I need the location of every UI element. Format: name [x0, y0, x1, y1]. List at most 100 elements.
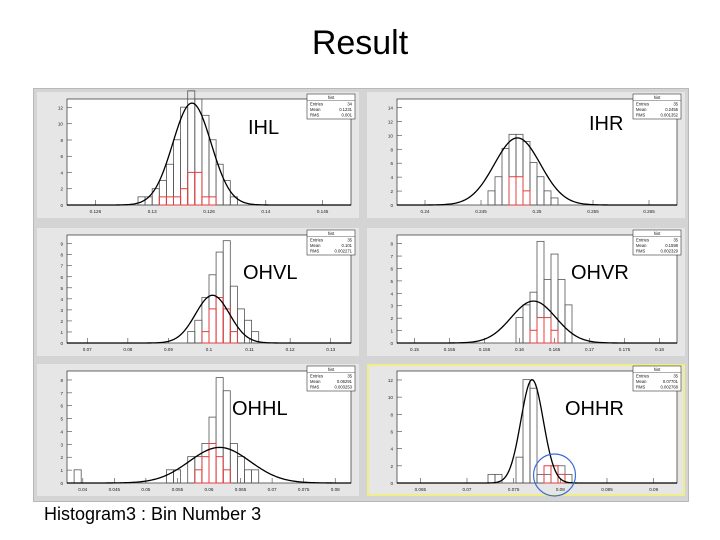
y-tick-label: 5: [60, 417, 63, 422]
histogram-plot-ohvl: 0 1 2 3 4 5 6 7 8 9 0.07 0.08 0.09 0.1 0.11 0.12 0.13 his…: [60, 229, 356, 352]
stats-label: Entries: [310, 374, 323, 379]
stats-label: Entries: [310, 238, 323, 243]
caption: Histogram3 : Bin Number 3: [44, 504, 262, 524]
stats-value: 35: [673, 238, 678, 243]
y-tick-label: 1: [60, 330, 63, 335]
y-tick-label: 3: [60, 308, 63, 313]
y-tick-label: 4: [60, 297, 63, 302]
stats-value: 35: [347, 374, 352, 379]
y-tick-label: 12: [58, 105, 64, 110]
histogram-pad-ohhl[interactable]: 0 1 2 3 4 5 6 7 8 0.04 0.045 0.05 0.055 0.06 0.065 0.07…: [37, 364, 359, 496]
stats-box: [306, 365, 356, 392]
stats-value: 0.1231: [339, 107, 352, 112]
x-tick-label: 0.05: [141, 487, 150, 492]
histogram-pad-ihl[interactable]: 0 2 4 6 8 10 12 0.126 0.13 0.126 0.14 0.145 hist Entr…: [37, 90, 359, 218]
x-tick-label: 0.265: [643, 209, 655, 214]
label-ohhl: OHHL: [232, 398, 288, 420]
y-tick-label: 5: [60, 286, 63, 291]
y-tick-label: 14: [388, 105, 394, 110]
x-tick-label: 0.07: [268, 487, 277, 492]
stats-title: hist: [654, 367, 661, 372]
stats-label: Mean: [310, 107, 321, 112]
y-tick-label: 6: [390, 429, 393, 434]
y-tick-label: 0: [60, 341, 63, 346]
x-tick-label: 0.09: [649, 487, 658, 492]
stats-title: hist: [654, 95, 661, 100]
stats-label: Mean: [310, 243, 321, 248]
histogram-pad-ohvl[interactable]: 0 1 2 3 4 5 6 7 8 9 0.07 0.08 0.09 0.1 0.11 0.12 0.13 his…: [37, 228, 359, 356]
x-tick-label: 0.09: [164, 347, 173, 352]
label-ihr: IHR: [589, 113, 624, 135]
x-tick-label: 0.045: [109, 487, 121, 492]
stats-value: 0.1598: [665, 243, 678, 248]
histogram-pad-ihr[interactable]: 0 2 4 6 8 10 12 14 0.24 0.245 0.25 0.255 0.265 hist En…: [367, 92, 685, 218]
y-tick-label: 10: [58, 122, 64, 127]
hist-bar: [550, 197, 559, 206]
hist-bar: [529, 387, 538, 484]
y-tick-label: 8: [60, 378, 63, 383]
y-tick-label: 10: [388, 395, 394, 400]
stats-title: hist: [328, 231, 335, 236]
x-tick-label: 0.156: [479, 347, 491, 352]
stats-value: 0.2455: [665, 107, 678, 112]
y-tick-label: 0: [390, 481, 393, 486]
hist-bar: [251, 469, 260, 484]
stats-value: 0.06291: [337, 379, 353, 384]
y-tick-label: 2: [60, 319, 63, 324]
histogram-pad-ohhr[interactable]: 0 2 4 6 8 10 12 0.065 0.07 0.075 0.08 0.085 0.09 hist…: [367, 364, 685, 497]
stats-value: 0.07701: [663, 379, 679, 384]
stats-value: 35: [673, 374, 678, 379]
stats-label: RMS: [310, 249, 320, 254]
x-tick-label: 0.08: [331, 487, 340, 492]
x-tick-label: 0.175: [619, 347, 631, 352]
stats-label: Entries: [636, 102, 649, 107]
y-tick-label: 2: [60, 455, 63, 460]
subset-bar: [522, 190, 531, 206]
highlight-circle: [532, 453, 577, 497]
gaussian-fit-line: [397, 137, 677, 206]
x-tick-label: 0.24: [421, 209, 430, 214]
y-tick-label: 3: [390, 304, 393, 309]
label-ohhr: OHHR: [565, 398, 624, 420]
y-tick-label: 10: [388, 133, 394, 138]
stats-box: [632, 93, 682, 120]
x-tick-label: 0.13: [326, 347, 335, 352]
y-tick-label: 4: [390, 175, 393, 180]
histogram-plot-ohhr: 0 2 4 6 8 10 12 0.065 0.07 0.075 0.08 0.085 0.09 hist…: [388, 365, 682, 497]
y-tick-label: 6: [60, 404, 63, 409]
y-tick-label: 2: [60, 187, 63, 192]
stats-title: hist: [654, 231, 661, 236]
stats-value: 35: [673, 102, 678, 107]
y-tick-label: 7: [60, 391, 63, 396]
stats-box: [306, 93, 356, 120]
x-tick-label: 0.06: [205, 487, 214, 492]
gaussian-fit-line: [67, 446, 351, 484]
subset-bar: [557, 473, 566, 484]
x-tick-label: 0.065: [235, 487, 247, 492]
histogram-pad-ohvr[interactable]: 0 1 2 3 4 5 6 7 8 0.15 0.155 0.156 0.16 0.165 0.17 0.17…: [367, 228, 685, 356]
x-tick-label: 0.165: [549, 347, 561, 352]
x-tick-label: 0.145: [317, 209, 329, 214]
stats-value: 0.002329: [661, 249, 679, 254]
y-tick-label: 12: [388, 378, 394, 383]
y-tick-label: 0: [390, 341, 393, 346]
y-tick-label: 2: [390, 464, 393, 469]
stats-value: 34: [347, 102, 352, 107]
y-tick-label: 12: [388, 119, 394, 124]
x-tick-label: 0.04: [78, 487, 87, 492]
stats-box: [632, 229, 682, 256]
stats-label: Entries: [636, 374, 649, 379]
stats-value: 35: [347, 238, 352, 243]
y-tick-label: 1: [390, 329, 393, 334]
hist-bar: [229, 196, 238, 206]
y-tick-label: 1: [60, 468, 63, 473]
label-ohvl: OHVL: [243, 262, 298, 284]
x-tick-label: 0.15: [410, 347, 419, 352]
y-tick-label: 6: [390, 161, 393, 166]
x-tick-label: 0.12: [286, 347, 295, 352]
gaussian-fit-line: [67, 294, 351, 344]
stats-box: [632, 365, 682, 392]
x-tick-label: 0.075: [298, 487, 310, 492]
x-tick-label: 0.11: [245, 347, 254, 352]
x-tick-label: 0.13: [148, 209, 157, 214]
